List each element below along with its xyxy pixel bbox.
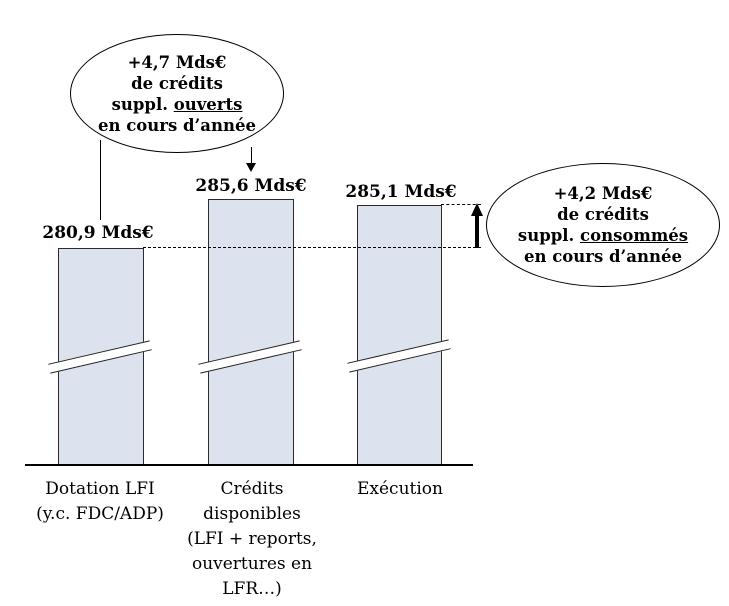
value-label-dotation-lfi: 280,9 Mds€: [42, 223, 154, 243]
category-label-line: Exécution: [357, 479, 443, 499]
dashed-line-280-9-level: [143, 247, 481, 248]
callout-credits-consommes: +4,2 Mds€ de crédits suppl. consommés en…: [486, 163, 720, 287]
dashed-line-285-1-level: [441, 204, 481, 205]
callout-consumed-line2: de crédits: [557, 205, 649, 224]
callout-credits-ouverts: +4,7 Mds€ de crédits suppl. ouverts en c…: [70, 34, 284, 153]
category-label-credits-disponibles: Crédits disponibles (LFI + reports, ouve…: [170, 477, 334, 602]
category-label-line: Dotation LFI: [45, 479, 155, 499]
callout-consumed-line3-underlined: consommés: [580, 226, 689, 245]
category-label-line: ouvertures en: [191, 554, 313, 574]
callout-arrow-shaft: [251, 147, 252, 164]
category-label-line: LFR…): [222, 579, 282, 599]
bar-credits-disponibles: [208, 199, 294, 466]
callout-open-line3: suppl. ouverts: [112, 94, 243, 115]
callout-consumed-line3-prefix: suppl.: [517, 226, 581, 245]
callout-connector-line: [100, 140, 101, 220]
callout-consumed-line4: en cours d’année: [524, 247, 682, 266]
category-label-line: disponibles: [203, 504, 301, 524]
callout-consumed-line3: suppl. consommés: [518, 225, 688, 246]
category-label-line: (y.c. FDC/ADP): [36, 504, 164, 524]
category-label-dotation-lfi: Dotation LFI (y.c. FDC/ADP): [18, 477, 182, 527]
callout-consumed-line1: +4,2 Mds€: [553, 184, 653, 203]
callout-open-line3-underlined: ouverts: [173, 94, 243, 114]
callout-open-line1: +4,7 Mds€: [127, 52, 227, 72]
arrow-down-icon: [246, 163, 256, 172]
callout-open-line3-prefix: suppl.: [111, 94, 174, 114]
x-axis-line: [25, 464, 473, 466]
delta-arrow-shaft: [475, 215, 479, 248]
category-label-execution: Exécution: [318, 477, 482, 502]
category-label-line: (LFI + reports,: [187, 529, 317, 549]
callout-open-line2: de crédits: [131, 73, 223, 93]
value-label-execution: 285,1 Mds€: [345, 182, 457, 202]
category-label-line: Crédits: [220, 479, 284, 499]
bar-execution: [357, 205, 442, 466]
value-label-credits-disponibles: 285,6 Mds€: [195, 176, 307, 196]
callout-open-line4: en cours d’année: [98, 115, 256, 135]
arrow-up-icon: [471, 203, 483, 216]
